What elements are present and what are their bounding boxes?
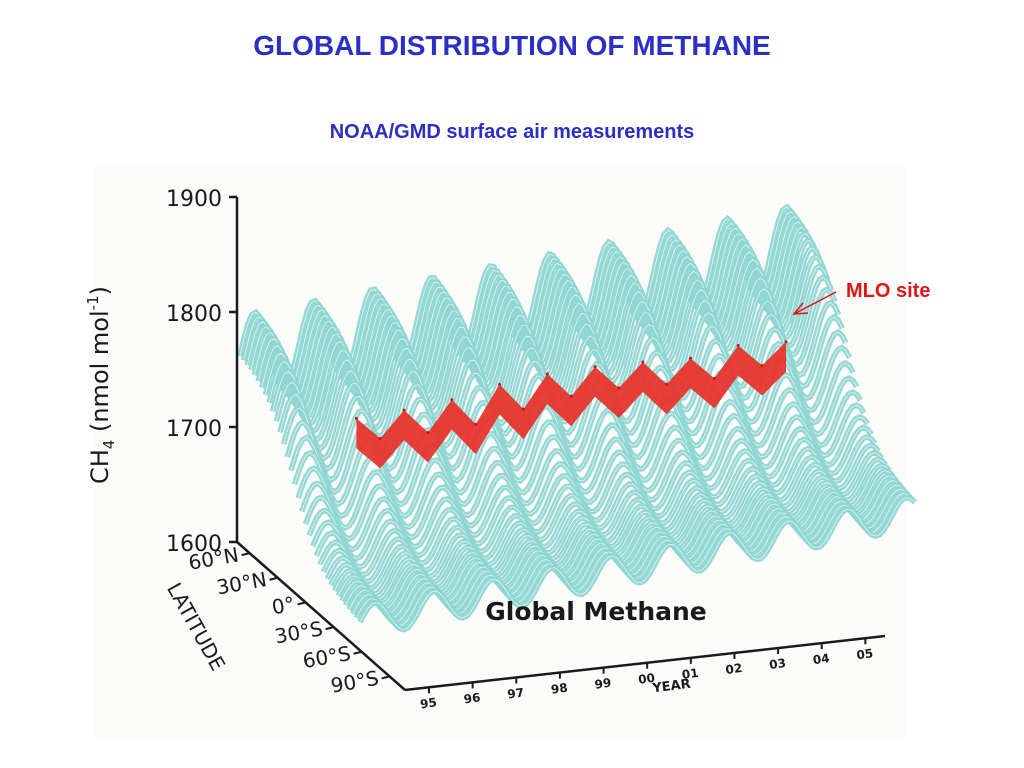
latitude-tick-mark — [297, 601, 306, 606]
mlo-point — [378, 436, 382, 440]
y-label-main: CH — [86, 449, 114, 484]
mlo-point — [784, 340, 788, 344]
y-axis-label: CH4 (nmol mol-1) — [84, 286, 118, 484]
latitude-axis-line — [236, 541, 406, 691]
mlo-point — [569, 394, 573, 398]
latitude-tick-mark — [241, 552, 250, 557]
slide-subtitle: NOAA/GMD surface air measurements — [329, 121, 695, 143]
mlo-point — [712, 376, 716, 380]
latitude-tick-label: 30°S — [273, 616, 325, 648]
mlo-band — [356, 341, 786, 469]
mlo-site-label: MLO site — [846, 280, 931, 302]
latitude-tick-label: 90°S — [329, 666, 381, 698]
y-axis-ticks: 1600 1700 1800 1900 — [166, 187, 237, 557]
y-label-close: ) — [86, 286, 114, 295]
mlo-point — [665, 382, 669, 386]
year-tick-label: 02 — [725, 661, 743, 677]
mlo-point — [522, 407, 525, 411]
year-tick-label: 95 — [419, 695, 437, 711]
y-tick-label: 1700 — [166, 417, 222, 442]
mlo-point — [498, 382, 502, 386]
mlo-point — [545, 372, 549, 376]
mlo-series — [354, 340, 788, 469]
year-tick-label: 96 — [463, 690, 481, 706]
slide-title: GLOBAL DISTRIBUTION OF METHANE — [253, 30, 771, 61]
y-tick-label: 1900 — [166, 187, 222, 212]
surface-layer — [237, 203, 917, 633]
year-axis-line — [404, 634, 886, 692]
mlo-point — [450, 398, 454, 402]
surface-gridline — [359, 497, 916, 630]
year-tick-label: 99 — [594, 676, 612, 692]
mlo-arrow — [792, 291, 837, 315]
year-axis-label: YEAR — [651, 677, 692, 697]
mlo-point — [736, 344, 740, 347]
latitude-tick-mark — [353, 650, 362, 655]
mlo-point — [617, 386, 621, 390]
year-tick-label: 03 — [768, 656, 786, 672]
y-tick-label: 1600 — [166, 532, 222, 557]
year-tick-label: 98 — [550, 681, 568, 697]
year-axis-ticks: 95 96 97 98 99 00 01 02 03 04 05 — [419, 638, 874, 711]
chart-title: Global Methane — [485, 597, 707, 626]
latitude-tick-label: 0° — [270, 592, 297, 620]
y-label-sup: -1 — [84, 295, 102, 310]
mlo-point — [689, 356, 692, 360]
mlo-point — [641, 360, 645, 364]
y-label-open: (nmol mol — [86, 310, 114, 439]
year-tick-label: 00 — [637, 671, 655, 687]
latitude-tick-label: 30°N — [215, 567, 269, 599]
year-tick-label: 01 — [681, 666, 699, 682]
year-tick-label: 04 — [812, 651, 830, 667]
mlo-point — [474, 422, 478, 426]
year-tick-label: 05 — [856, 646, 874, 662]
mlo-point — [426, 431, 430, 434]
mlo-point — [593, 365, 597, 369]
latitude-tick-mark — [269, 576, 278, 581]
year-tick-label: 97 — [506, 685, 524, 701]
latitude-tick-mark — [325, 626, 334, 631]
latitude-tick-mark — [381, 675, 390, 680]
y-tick-label: 1800 — [166, 302, 222, 327]
y-label-sub: 4 — [100, 440, 118, 450]
mlo-point — [402, 408, 406, 412]
mlo-point — [354, 416, 358, 420]
latitude-tick-label: 60°S — [301, 641, 353, 673]
mlo-point — [760, 364, 764, 367]
